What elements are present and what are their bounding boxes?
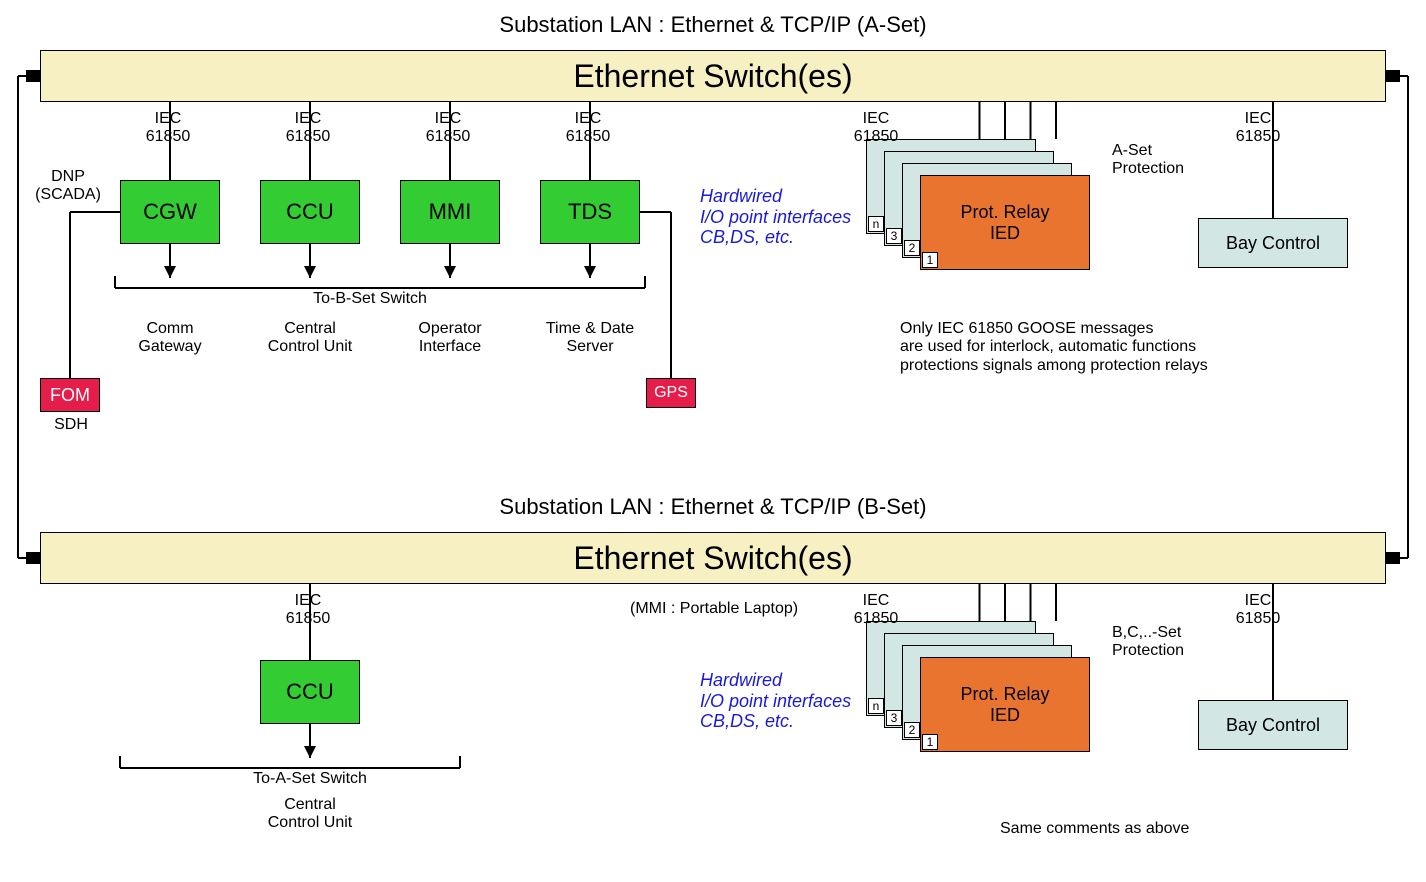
same-comments: Same comments as above	[1000, 820, 1380, 838]
prot-relay-index-a-3: n	[868, 216, 884, 232]
mmi-desc: Operator Interface	[375, 320, 525, 357]
iec-prot-b: IEC 61850	[836, 592, 916, 629]
iec-bay-b: IEC 61850	[1218, 592, 1298, 629]
diagram-root: Substation LAN : Ethernet & TCP/IP (A-Se…	[0, 0, 1426, 882]
prot-relay-index-b-1: 2	[904, 722, 920, 738]
ccu-desc: Central Control Unit	[235, 320, 385, 357]
a-set-protection: A-Set Protection	[1112, 142, 1232, 179]
iec-ccu: IEC 61850	[268, 110, 348, 147]
title-b: Substation LAN : Ethernet & TCP/IP (B-Se…	[0, 494, 1426, 519]
prot-relay-index-b-0: 1	[922, 734, 938, 750]
iec-tds: IEC 61850	[548, 110, 628, 147]
prot-relay-index-a-2: 3	[886, 228, 902, 244]
fom-block: FOM	[40, 378, 100, 412]
goose-note: Only IEC 61850 GOOSE messages are used f…	[900, 320, 1400, 375]
to-a-set-switch: To-A-Set Switch	[200, 770, 420, 788]
bay-control-a: Bay Control	[1198, 218, 1348, 268]
prot-relay-index-b-3: n	[868, 698, 884, 714]
iec-bay-a: IEC 61850	[1218, 110, 1298, 147]
b-set-protection: B,C,..-Set Protection	[1112, 624, 1242, 661]
fom-sub: SDH	[36, 416, 106, 434]
prot-relay-index-b-2: 3	[886, 710, 902, 726]
cgw-desc: Comm Gateway	[95, 320, 245, 357]
iec-mmi: IEC 61850	[408, 110, 488, 147]
iec-prot-a: IEC 61850	[836, 110, 916, 147]
ccu-b-desc: Central Control Unit	[235, 796, 385, 833]
tds-block: TDS	[540, 180, 640, 244]
gps-block: GPS	[646, 378, 696, 408]
ccu-block: CCU	[260, 180, 360, 244]
prot-relay-a-0: Prot. Relay IED	[920, 175, 1090, 270]
prot-relay-index-a-1: 2	[904, 240, 920, 256]
iec-ccu-b: IEC 61850	[268, 592, 348, 629]
title-a: Substation LAN : Ethernet & TCP/IP (A-Se…	[0, 12, 1426, 37]
ethernet-switch-a: Ethernet Switch(es)	[40, 50, 1386, 102]
to-b-set-switch: To-B-Set Switch	[240, 290, 500, 308]
dnp-label: DNP (SCADA)	[18, 168, 118, 205]
bay-control-b: Bay Control	[1198, 700, 1348, 750]
iec-cgw: IEC 61850	[128, 110, 208, 147]
prot-relay-b-0: Prot. Relay IED	[920, 657, 1090, 752]
cgw-block: CGW	[120, 180, 220, 244]
prot-relay-index-a-0: 1	[922, 252, 938, 268]
ethernet-switch-b: Ethernet Switch(es)	[40, 532, 1386, 584]
tds-desc: Time & Date Server	[515, 320, 665, 357]
mmi-block: MMI	[400, 180, 500, 244]
ccu-b-block: CCU	[260, 660, 360, 724]
